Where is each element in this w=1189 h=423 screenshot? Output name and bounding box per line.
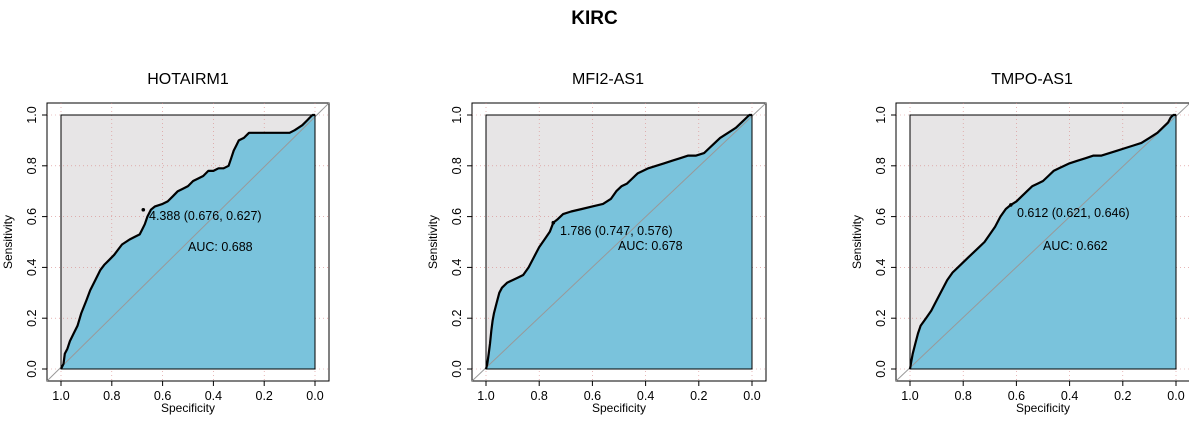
y-tick-label: 0.6 (874, 208, 888, 225)
x-tick-label: 0.4 (205, 389, 222, 403)
roc-curve (908, 113, 1176, 370)
reference-diagonal (471, 102, 767, 382)
x-tick-label: 0.6 (154, 389, 171, 403)
x-tick-label: 0.6 (584, 389, 601, 403)
y-tick-label: 0.4 (450, 259, 464, 276)
y-tick-label: 0.2 (874, 309, 888, 326)
x-tick-label: 0.0 (306, 389, 323, 403)
x-tick-label: 0.2 (256, 389, 273, 403)
x-axis-label: Specificity (592, 401, 646, 415)
roc-panel-1: 4.388 (0.676, 0.627) AUC: 0.688 HOTAIRM1 1.… (1, 71, 330, 415)
y-tick-label: 0.0 (874, 360, 888, 377)
threshold-label: 1.786 (0.747, 0.576) (560, 224, 673, 238)
y-tick-label: 0.2 (450, 309, 464, 326)
auc-label: AUC: 0.678 (618, 239, 683, 253)
unit-square (485, 114, 753, 370)
y-tick-label: 0.0 (450, 360, 464, 377)
threshold-label: 0.612 (0.621, 0.646) (1017, 206, 1130, 220)
threshold-point (141, 207, 146, 212)
y-tick-label: 0.6 (450, 208, 464, 225)
y-tick-label: 0.2 (25, 309, 39, 326)
roc-panel-2: 1.786 (0.747, 0.576)AUC: 0.678 MFI2-AS1 1.… (426, 71, 767, 415)
reference-diagonal (46, 102, 330, 382)
x-tick-label: 0.2 (690, 389, 707, 403)
roc-curve (60, 113, 315, 370)
x-axis-label: Specificity (161, 401, 215, 415)
y-tick-label: 1.0 (450, 106, 464, 123)
roc-panel-3: 0.612 (0.621, 0.646) AUC: 0.662 TMPO-AS1 1.… (850, 71, 1189, 415)
y-tick-label: 1.0 (25, 106, 39, 123)
y-axis-label: Sensitivity (850, 215, 864, 269)
y-axis-label: Sensitivity (426, 215, 440, 269)
auc-label: AUC: 0.662 (1043, 239, 1108, 253)
x-axis-label: Specificity (1016, 401, 1070, 415)
panel-title: HOTAIRM1 (147, 71, 229, 88)
y-tick-label: 0.6 (25, 208, 39, 225)
unit-square (60, 114, 316, 370)
x-tick-label: 1.0 (52, 389, 69, 403)
x-tick-label: 1.0 (477, 389, 494, 403)
x-tick-label: 0.0 (743, 389, 760, 403)
y-tick-label: 0.8 (25, 157, 39, 174)
y-tick-label: 1.0 (874, 106, 888, 123)
x-tick-label: 0.8 (531, 389, 548, 403)
threshold-point (551, 220, 556, 225)
y-tick-label: 0.4 (874, 259, 888, 276)
panel-title: TMPO-AS1 (991, 71, 1073, 88)
y-tick-label: 0.4 (25, 259, 39, 276)
y-tick-label: 0.0 (25, 360, 39, 377)
y-axis-label: Sensitivity (1, 215, 15, 269)
x-tick-label: 0.4 (1061, 389, 1078, 403)
x-tick-label: 0.4 (637, 389, 654, 403)
y-tick-label: 0.8 (874, 157, 888, 174)
threshold-label: 4.388 (0.676, 0.627) (149, 209, 262, 223)
x-tick-label: 0.6 (1008, 389, 1025, 403)
unit-square (909, 114, 1177, 370)
x-tick-label: 1.0 (901, 389, 918, 403)
x-tick-label: 0.0 (1167, 389, 1184, 403)
x-tick-label: 0.2 (1114, 389, 1131, 403)
roc-curve (484, 113, 752, 370)
panel-title: MFI2-AS1 (572, 71, 644, 88)
x-tick-label: 0.8 (955, 389, 972, 403)
figure-title: KIRC (571, 8, 618, 29)
auc-label: AUC: 0.688 (188, 240, 253, 254)
x-tick-label: 0.8 (103, 389, 120, 403)
threshold-point (1009, 203, 1013, 207)
reference-diagonal (895, 103, 1189, 382)
y-tick-label: 0.8 (450, 157, 464, 174)
